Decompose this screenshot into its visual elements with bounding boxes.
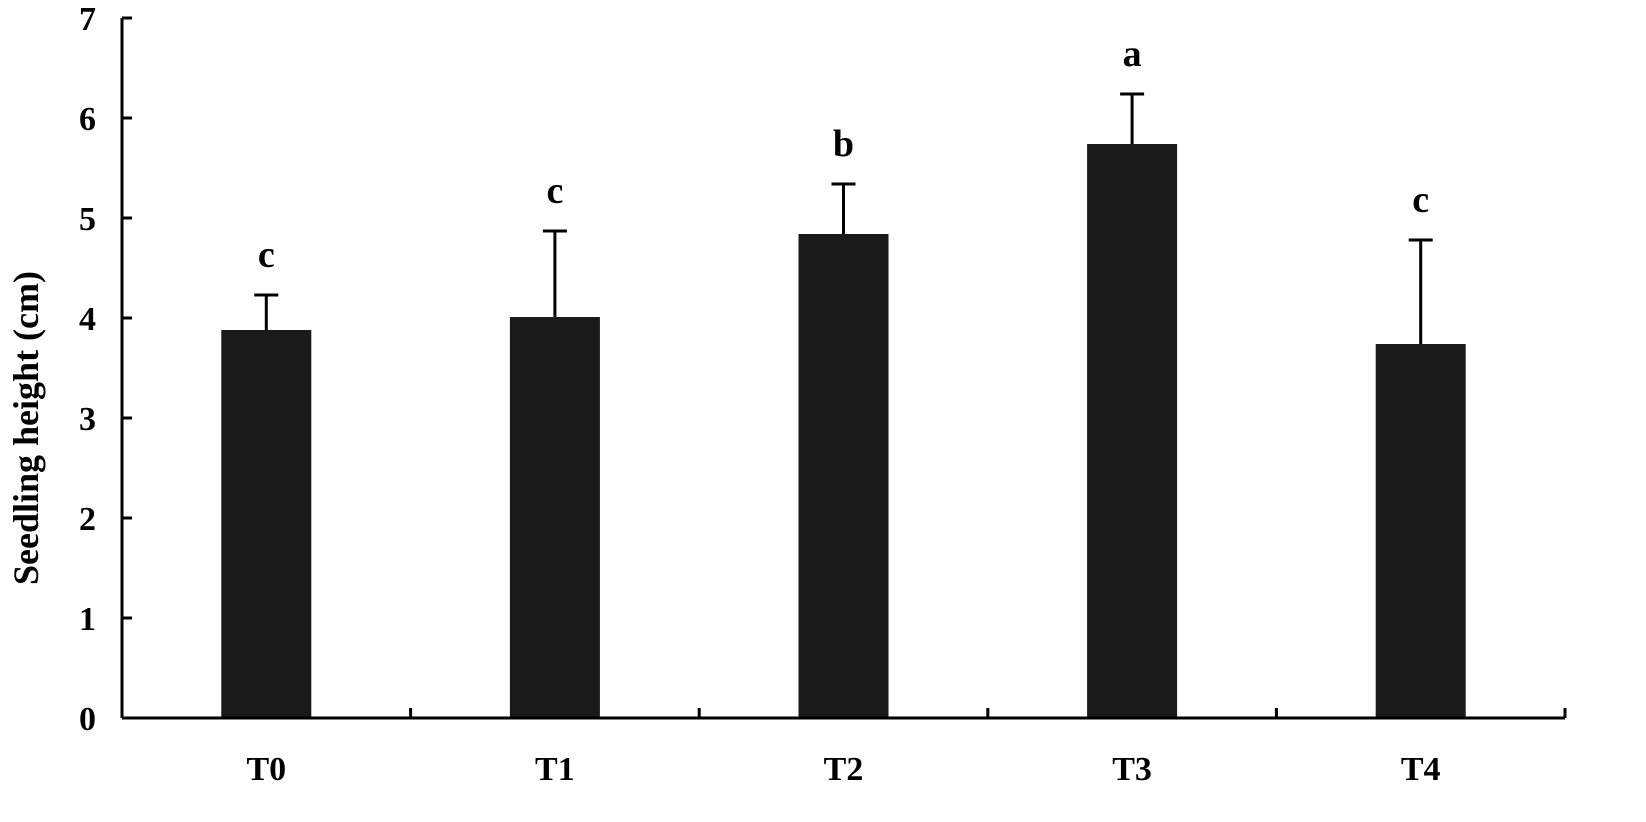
- significance-label-t2: b: [833, 123, 854, 165]
- y-tick-label: 0: [79, 701, 96, 738]
- significance-label-t1: c: [546, 170, 563, 212]
- x-category-label-t1: T1: [535, 751, 575, 788]
- error-bar-t4: [1408, 238, 1433, 344]
- y-tick-label: 3: [79, 401, 96, 438]
- error-bar-t1: [542, 229, 567, 317]
- significance-label-t0: c: [258, 234, 275, 276]
- bar-t0: [221, 330, 312, 718]
- x-category-label-t0: T0: [246, 751, 286, 788]
- y-tick-label: 4: [79, 301, 96, 338]
- y-tick-label: 1: [79, 601, 96, 638]
- bar-t1: [509, 317, 600, 718]
- axes-layer: [120, 18, 1565, 720]
- x-ticks-layer: T0 T1 T2 T3 T4: [246, 708, 1567, 788]
- bar-t2: [798, 234, 889, 718]
- significance-label-t4: c: [1412, 179, 1429, 221]
- bar-t3: [1087, 144, 1178, 718]
- significance-labels-layer: c c b a c: [258, 33, 1429, 276]
- error-bar-t3: [1120, 92, 1145, 144]
- x-category-label-t2: T2: [824, 751, 864, 788]
- error-bar-t0: [254, 293, 279, 330]
- y-tick-label: 5: [79, 201, 96, 238]
- y-tick-label: 7: [79, 1, 96, 38]
- y-ticks-layer: 0 1 2 3 4 5 6 7: [79, 1, 132, 738]
- significance-label-t3: a: [1123, 33, 1142, 75]
- x-category-label-t4: T4: [1401, 751, 1441, 788]
- bar-t4: [1375, 344, 1466, 718]
- y-axis-title: Seedling height (cm): [6, 271, 46, 585]
- y-tick-label: 6: [79, 101, 96, 138]
- bars-layer: [221, 144, 1466, 718]
- error-bars-layer: [254, 92, 1433, 344]
- x-category-label-t3: T3: [1112, 751, 1152, 788]
- y-tick-label: 2: [79, 501, 96, 538]
- error-bar-t2: [831, 182, 856, 234]
